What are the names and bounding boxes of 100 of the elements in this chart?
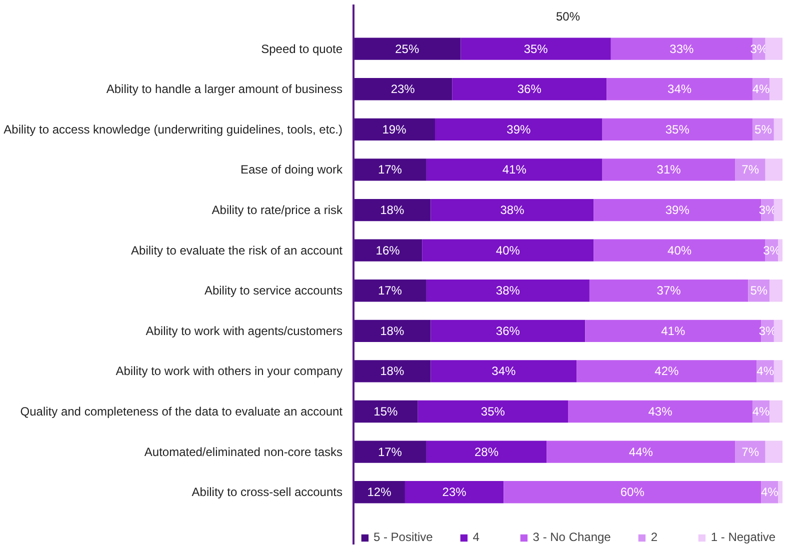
y-tick-label: Ability to cross-sell accounts bbox=[192, 485, 343, 500]
bar bbox=[354, 440, 426, 463]
y-tick-label: Ability to evaluate the risk of an account bbox=[131, 243, 344, 258]
data-label: 40% bbox=[668, 243, 692, 258]
bar bbox=[765, 158, 782, 181]
bar bbox=[354, 400, 418, 423]
data-label: 35% bbox=[480, 404, 506, 419]
data-label: 7% bbox=[742, 162, 760, 177]
y-tick-label: Ability to work with agents/customers bbox=[146, 324, 343, 338]
bar bbox=[594, 198, 762, 222]
y-tick-label: Ease of doing work bbox=[240, 162, 344, 177]
bar bbox=[354, 38, 461, 60]
bar bbox=[452, 78, 607, 100]
data-label: 28% bbox=[474, 444, 499, 459]
bar bbox=[589, 280, 748, 302]
bar bbox=[354, 280, 426, 302]
bar bbox=[354, 320, 431, 342]
data-label: 40% bbox=[496, 243, 520, 258]
data-label: 36% bbox=[517, 82, 542, 96]
bar bbox=[460, 38, 611, 60]
bar bbox=[576, 360, 757, 382]
bar bbox=[354, 118, 436, 141]
bar bbox=[354, 158, 426, 181]
bar bbox=[778, 239, 782, 262]
bar bbox=[426, 440, 547, 463]
bar bbox=[770, 280, 782, 302]
data-label: 5% bbox=[754, 122, 772, 136]
bar bbox=[770, 78, 782, 100]
bar bbox=[774, 198, 782, 222]
y-tick-label: Ability to access knowledge (underwriting guidelines, tools, etc.) bbox=[4, 122, 343, 136]
y-tick-label: Ability to service accounts bbox=[204, 284, 343, 298]
data-label: 17% bbox=[378, 162, 402, 177]
legend-label: 1 - Negative bbox=[710, 530, 776, 544]
bar bbox=[546, 440, 736, 463]
bar bbox=[765, 38, 782, 60]
bar bbox=[418, 400, 568, 423]
data-label: 4% bbox=[752, 82, 770, 96]
legend-label: 3 - No Change bbox=[532, 530, 611, 544]
data-label: 4% bbox=[756, 364, 774, 378]
data-label: 43% bbox=[648, 404, 673, 419]
data-label: 34% bbox=[668, 82, 692, 96]
data-label: 41% bbox=[502, 162, 527, 177]
data-label: 38% bbox=[496, 284, 520, 298]
bar bbox=[354, 360, 431, 382]
data-label: 5% bbox=[750, 284, 768, 298]
data-label: 38% bbox=[500, 203, 525, 218]
data-label: 17% bbox=[378, 284, 402, 298]
data-label: 16% bbox=[376, 243, 400, 258]
data-label: 19% bbox=[382, 122, 407, 136]
data-label: 39% bbox=[506, 122, 532, 136]
bar bbox=[774, 118, 782, 141]
legend-label: 2 bbox=[650, 530, 659, 544]
data-label: 37% bbox=[656, 284, 682, 298]
data-label: 25% bbox=[395, 42, 420, 56]
bar bbox=[568, 400, 752, 423]
data-label: 41% bbox=[661, 324, 686, 338]
bar bbox=[430, 320, 586, 342]
data-label: 33% bbox=[670, 42, 694, 56]
bar bbox=[354, 239, 422, 262]
bar bbox=[770, 400, 782, 423]
bar bbox=[606, 78, 752, 100]
data-label: 18% bbox=[380, 203, 404, 218]
bar bbox=[435, 118, 602, 141]
bar bbox=[354, 78, 452, 100]
bar bbox=[774, 360, 782, 382]
bar bbox=[354, 198, 431, 222]
bar bbox=[404, 481, 504, 504]
bar bbox=[594, 239, 766, 262]
data-label: 34% bbox=[492, 364, 516, 378]
bar bbox=[430, 360, 577, 382]
data-label: 4% bbox=[752, 404, 770, 419]
bar bbox=[774, 320, 782, 342]
data-label: 23% bbox=[390, 82, 416, 96]
y-tick-label: Ability to handle a larger amount of business bbox=[106, 82, 342, 96]
data-label: 7% bbox=[742, 444, 760, 459]
data-label: 42% bbox=[654, 364, 680, 378]
data-label: 4% bbox=[760, 485, 779, 500]
bar bbox=[430, 198, 594, 222]
data-label: 17% bbox=[378, 444, 402, 459]
bar bbox=[735, 158, 766, 181]
bar bbox=[602, 158, 736, 181]
legend-label: 5 - Positive bbox=[373, 530, 433, 544]
data-label: 18% bbox=[380, 324, 404, 338]
y-tick-label: Ability to rate/price a risk bbox=[212, 203, 344, 218]
bar bbox=[426, 158, 602, 181]
bar bbox=[765, 440, 782, 463]
bar bbox=[778, 481, 782, 504]
data-label: 36% bbox=[496, 324, 520, 338]
bar bbox=[585, 320, 762, 342]
bar bbox=[426, 280, 590, 302]
data-label: 39% bbox=[665, 203, 690, 218]
bar bbox=[610, 38, 752, 60]
data-label: 35% bbox=[524, 42, 548, 56]
legend-label: 4 bbox=[472, 530, 480, 544]
data-label: 12% bbox=[367, 485, 392, 500]
y-tick-label: Ability to work with others in your company bbox=[116, 364, 343, 378]
bar bbox=[504, 481, 762, 504]
bar bbox=[422, 239, 594, 262]
data-label: 31% bbox=[656, 162, 682, 177]
bar bbox=[602, 118, 752, 141]
